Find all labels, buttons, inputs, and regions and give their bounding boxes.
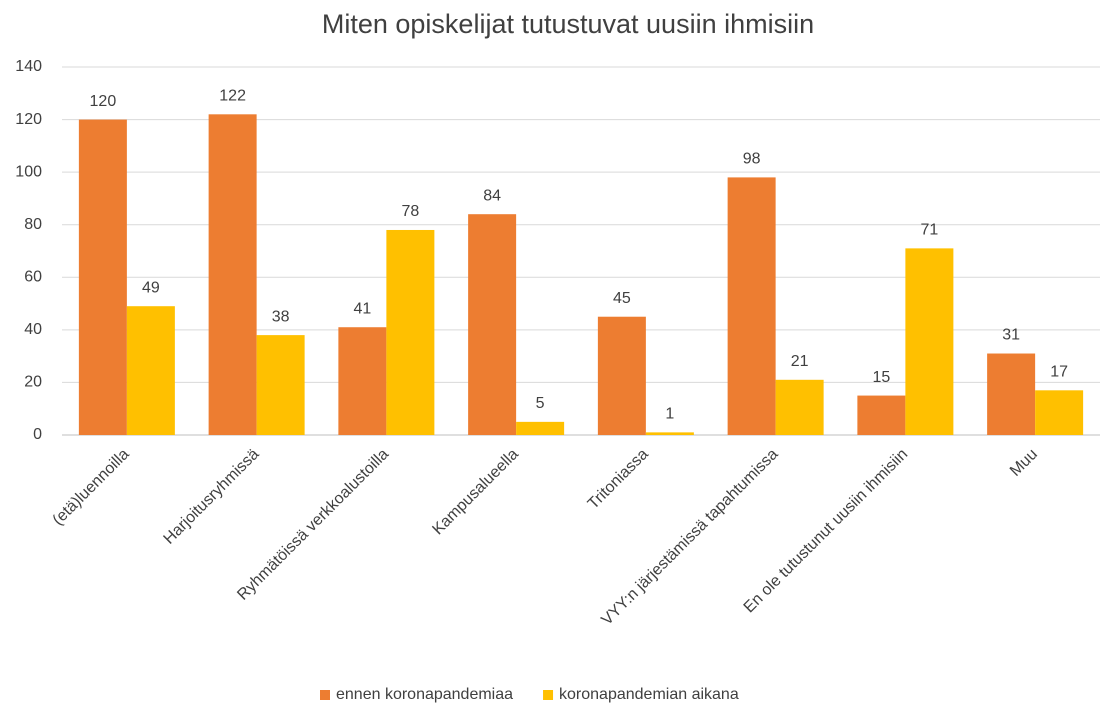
- y-tick-label: 0: [33, 426, 42, 443]
- x-tick-label: Ryhmätöissä verkkoalustoilla: [234, 446, 392, 604]
- bar: [338, 327, 387, 435]
- legend-swatch: [320, 690, 330, 700]
- data-label: 122: [219, 88, 246, 105]
- y-tick-label: 80: [24, 216, 42, 233]
- bar: [727, 177, 776, 435]
- legend-swatch: [543, 690, 554, 700]
- data-label: 31: [1002, 327, 1020, 344]
- y-tick-label: 60: [24, 269, 42, 286]
- bar: [516, 421, 565, 435]
- data-label: 71: [920, 222, 938, 239]
- x-tick-label: Muu: [1007, 446, 1041, 480]
- data-label: 1: [665, 406, 674, 423]
- bar: [597, 316, 646, 435]
- legend-label: koronapandemian aikana: [559, 686, 739, 703]
- bar: [468, 214, 517, 435]
- bar: [256, 335, 305, 435]
- bar: [857, 395, 906, 435]
- y-tick-label: 120: [15, 111, 42, 128]
- data-label: 41: [353, 300, 371, 317]
- bar: [987, 353, 1036, 435]
- bar: [386, 229, 435, 435]
- y-tick-label: 20: [24, 374, 42, 391]
- data-label: 38: [272, 308, 290, 325]
- x-tick-label: (etä)luennoilla: [50, 446, 133, 529]
- legend-label: ennen koronapandemiaa: [336, 686, 513, 703]
- y-tick-label: 40: [24, 321, 42, 338]
- data-label: 98: [743, 151, 761, 168]
- x-tick-label: Harjoitusryhmissä: [161, 446, 263, 548]
- y-tick-label: 140: [15, 58, 42, 75]
- data-label: 49: [142, 279, 160, 296]
- chart-title: Miten opiskelijat tutustuvat uusiin ihmi…: [322, 9, 814, 39]
- y-tick-label: 100: [15, 163, 42, 180]
- bar: [78, 119, 127, 436]
- bar: [126, 306, 175, 435]
- x-tick-label: Kampusalueella: [429, 446, 522, 539]
- data-label: 17: [1050, 364, 1068, 381]
- data-label: 120: [90, 93, 117, 110]
- x-tick-label: Tritoniassa: [585, 446, 652, 513]
- data-label: 21: [791, 353, 809, 370]
- data-label: 15: [872, 369, 890, 386]
- data-label: 45: [613, 290, 631, 307]
- data-label: 84: [483, 187, 501, 204]
- bar: [208, 114, 257, 436]
- bar: [775, 379, 824, 435]
- bar: [1035, 390, 1084, 435]
- bar: [645, 432, 694, 435]
- bar: [905, 248, 954, 435]
- data-label: 5: [536, 395, 545, 412]
- data-label: 78: [401, 203, 419, 220]
